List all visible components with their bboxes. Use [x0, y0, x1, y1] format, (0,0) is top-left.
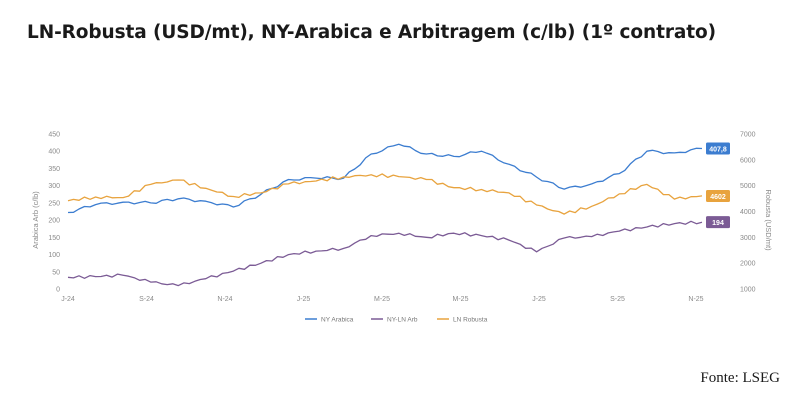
right-tick-label: 7000: [740, 132, 756, 139]
series-line: [67, 173, 703, 215]
x-tick-label: J-25: [297, 296, 311, 303]
x-tick-label: N-24: [217, 296, 232, 303]
x-tick-label: N-25: [688, 296, 703, 303]
chart-title: LN-Robusta (USD/mt), NY-Arabica e Arbitr…: [27, 22, 716, 43]
end-value-badge: [706, 189, 730, 202]
end-value-badge: [706, 142, 730, 155]
legend-label: NY-LN Arb: [387, 316, 418, 323]
end-value-label: 407,8: [709, 147, 727, 154]
series-line: [67, 143, 703, 214]
source-note: Fonte: LSEG: [700, 370, 780, 386]
left-tick-label: 450: [48, 132, 60, 139]
line-chart: 0 50 100 150 200 250 300 350 400 450 1000 2000 3000…: [31, 132, 773, 324]
right-tick-label: 2000: [740, 261, 756, 268]
end-value-label: 4602: [710, 194, 726, 201]
end-value-badge: [706, 216, 730, 229]
left-tick-label: 150: [48, 235, 60, 242]
legend-label: NY Arabica: [321, 316, 354, 323]
right-tick-label: 5000: [740, 183, 756, 190]
left-tick-label: 50: [52, 269, 60, 276]
right-axis-ticks: 1000 2000 3000 4000 5000 6000 7000: [740, 132, 756, 294]
x-tick-label: M-25: [453, 296, 469, 303]
legend: NY Arabica NY-LN Arb LN Robusta: [305, 316, 488, 323]
series-line: [67, 220, 703, 287]
left-axis-ticks: 0 50 100 150 200 250 300 350 400 450: [48, 132, 60, 294]
right-tick-label: 3000: [740, 235, 756, 242]
x-axis-ticks: J-24 S-24 N-24 J-25 M-25 M-25 J-25 S-25 N-25: [61, 296, 703, 303]
left-tick-label: 400: [48, 149, 60, 156]
series-layer: [67, 143, 703, 287]
left-tick-label: 200: [48, 218, 60, 225]
left-tick-label: 250: [48, 200, 60, 207]
right-tick-label: 4000: [740, 209, 756, 216]
x-tick-label: J-24: [61, 296, 75, 303]
end-labels: 407,8 194 4602: [706, 142, 730, 229]
x-tick-label: S-24: [139, 296, 154, 303]
left-axis-title: Arabica Arb (c/lb): [31, 191, 40, 249]
left-tick-label: 0: [56, 287, 60, 294]
legend-label: LN Robusta: [453, 316, 488, 323]
end-value-label: 194: [712, 220, 724, 227]
right-axis-title: Robusta (USD/mt): [764, 189, 773, 251]
left-tick-label: 300: [48, 183, 60, 190]
left-tick-label: 100: [48, 252, 60, 259]
right-tick-label: 1000: [740, 287, 756, 294]
x-tick-label: J-25: [532, 296, 546, 303]
left-tick-label: 350: [48, 166, 60, 173]
x-tick-label: S-25: [610, 296, 625, 303]
x-tick-label: M-25: [374, 296, 390, 303]
right-tick-label: 6000: [740, 157, 756, 164]
